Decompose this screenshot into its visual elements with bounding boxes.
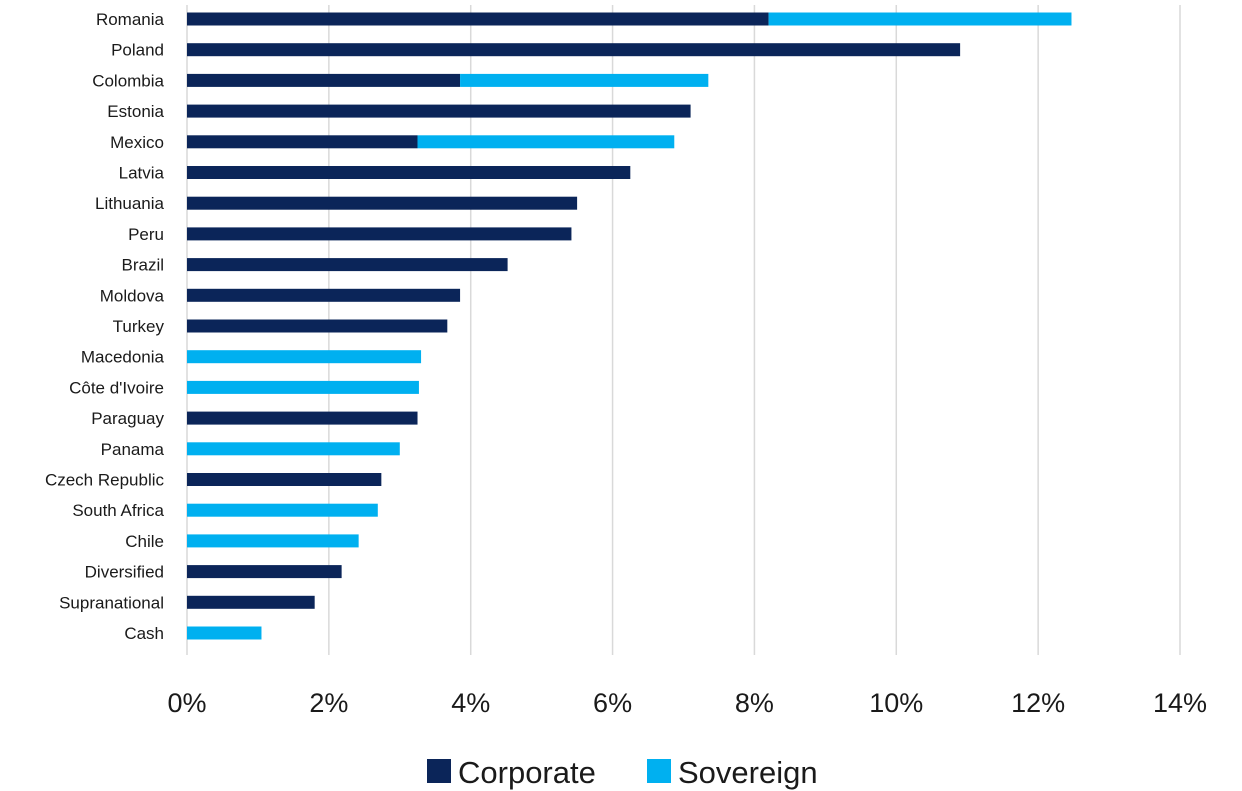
- bar-corporate: [187, 288, 461, 302]
- category-label: Czech Republic: [45, 471, 165, 490]
- bar-sovereign: [417, 135, 675, 149]
- category-label: Diversified: [85, 563, 164, 582]
- bar-corporate: [187, 104, 691, 118]
- legend-label: Sovereign: [678, 755, 818, 790]
- bar-corporate: [187, 73, 461, 87]
- bar-corporate: [187, 565, 342, 579]
- category-label: Cash: [124, 624, 164, 643]
- bar-corporate: [187, 43, 961, 57]
- bar-corporate: [187, 227, 572, 241]
- x-tick-label: 12%: [1011, 688, 1065, 718]
- x-tick-labels: 0% 2% 4% 6% 8% 10% 12% 14%: [167, 688, 1207, 718]
- bar-corporate: [187, 196, 578, 210]
- legend-label: Corporate: [458, 755, 596, 790]
- category-label: Panama: [101, 440, 165, 459]
- category-label: Macedonia: [81, 348, 165, 367]
- bar-sovereign: [768, 12, 1072, 26]
- category-label: Brazil: [121, 256, 164, 275]
- bar-corporate: [187, 319, 448, 333]
- x-tick-label: 10%: [869, 688, 923, 718]
- category-label: Chile: [125, 532, 164, 551]
- bar-sovereign: [187, 534, 359, 548]
- legend-swatch: [647, 759, 671, 783]
- bar-corporate: [187, 166, 631, 179]
- category-label: Côte d'Ivoire: [69, 378, 164, 397]
- category-label: Paraguay: [91, 409, 164, 428]
- bar-sovereign: [460, 73, 709, 87]
- category-label: Peru: [128, 225, 164, 244]
- x-tick-label: 8%: [735, 688, 774, 718]
- bar-sovereign: [187, 503, 378, 517]
- bar-sovereign: [187, 626, 262, 640]
- category-labels: Romania Poland Colombia Estonia Mexico Latvia…: [45, 10, 165, 643]
- bar-sovereign: [187, 380, 419, 394]
- x-tick-label: 6%: [593, 688, 632, 718]
- bar-sovereign: [187, 442, 400, 456]
- category-label: Supranational: [59, 593, 164, 612]
- x-tick-label: 2%: [309, 688, 348, 718]
- bars: [187, 12, 1072, 640]
- x-tick-label: 4%: [451, 688, 490, 718]
- bar-corporate: [187, 258, 508, 272]
- legend-swatch: [427, 759, 451, 783]
- category-label: Romania: [96, 10, 165, 29]
- bar-corporate: [187, 411, 418, 425]
- x-tick-label: 0%: [167, 688, 206, 718]
- category-label: Poland: [111, 41, 164, 60]
- bar-corporate: [187, 135, 418, 149]
- category-label: Colombia: [92, 71, 164, 90]
- category-label: Mexico: [110, 133, 164, 152]
- bar-corporate: [187, 12, 769, 26]
- category-label: Moldova: [100, 286, 165, 305]
- bar-sovereign: [187, 350, 422, 364]
- category-label: Turkey: [113, 317, 165, 336]
- legend: Corporate Sovereign: [427, 755, 818, 790]
- category-label: South Africa: [72, 501, 164, 520]
- category-label: Latvia: [119, 164, 165, 183]
- bar-corporate: [187, 473, 382, 486]
- category-label: Lithuania: [95, 194, 165, 213]
- category-label: Estonia: [107, 102, 164, 121]
- x-tick-label: 14%: [1153, 688, 1207, 718]
- bar-corporate: [187, 595, 315, 609]
